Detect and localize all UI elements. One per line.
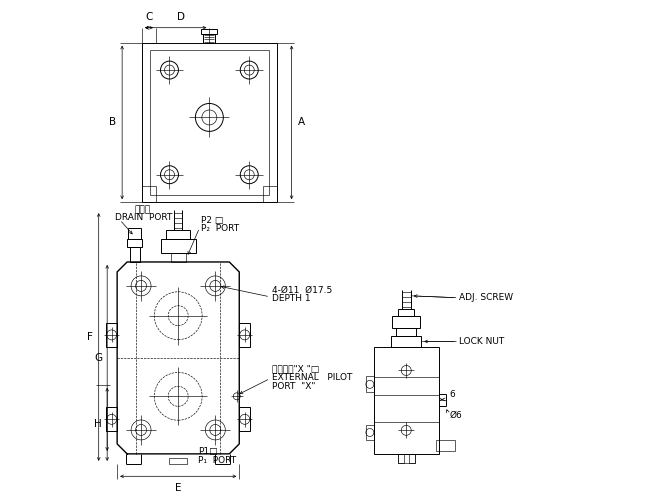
Text: EXTERNAL   PILOT: EXTERNAL PILOT xyxy=(272,373,352,382)
Bar xyxy=(397,328,416,336)
Bar xyxy=(106,323,117,347)
Bar xyxy=(128,228,141,239)
Bar xyxy=(150,50,269,195)
Text: A: A xyxy=(297,117,305,128)
Bar xyxy=(397,454,415,463)
Text: 4-Ø11  Ø17.5: 4-Ø11 Ø17.5 xyxy=(272,285,332,294)
Text: P₁  PORT: P₁ PORT xyxy=(198,456,237,465)
Text: P1□: P1□ xyxy=(198,448,218,456)
Text: P2 □: P2 □ xyxy=(201,216,223,225)
Bar xyxy=(397,454,404,463)
Bar xyxy=(203,34,215,43)
Bar xyxy=(366,424,374,440)
Bar xyxy=(436,440,455,452)
Bar xyxy=(106,407,117,431)
Bar xyxy=(409,454,415,463)
Text: F: F xyxy=(87,332,93,342)
Text: H: H xyxy=(95,419,102,429)
Text: ADJ. SCREW: ADJ. SCREW xyxy=(459,293,513,302)
Text: B: B xyxy=(109,117,116,128)
Bar xyxy=(399,309,414,316)
Bar xyxy=(391,336,421,347)
Bar xyxy=(239,323,250,347)
Bar xyxy=(366,376,374,392)
Text: G: G xyxy=(94,353,102,363)
Bar xyxy=(170,253,186,262)
Bar xyxy=(392,316,420,328)
Bar xyxy=(374,347,439,454)
Text: Ø6: Ø6 xyxy=(450,411,463,420)
Bar xyxy=(169,458,187,464)
Text: 外部引導"X "□: 外部引導"X "□ xyxy=(272,364,319,373)
Bar xyxy=(167,230,190,239)
Text: P₂  PORT: P₂ PORT xyxy=(201,224,238,232)
Text: 6: 6 xyxy=(450,390,456,399)
Text: DRAIN  PORT: DRAIN PORT xyxy=(115,213,172,222)
Text: LOCK NUT: LOCK NUT xyxy=(459,337,504,346)
Bar xyxy=(202,29,217,34)
Text: C: C xyxy=(145,12,153,22)
Text: 浅流口: 浅流口 xyxy=(134,206,150,215)
Bar xyxy=(130,247,139,262)
Bar xyxy=(239,407,250,431)
Text: DEPTH 1: DEPTH 1 xyxy=(272,294,310,303)
Bar xyxy=(127,239,142,247)
Bar xyxy=(161,239,196,253)
Text: E: E xyxy=(175,483,181,493)
Text: PORT  "X": PORT "X" xyxy=(272,382,315,391)
Text: D: D xyxy=(177,12,185,22)
Bar xyxy=(142,43,277,202)
